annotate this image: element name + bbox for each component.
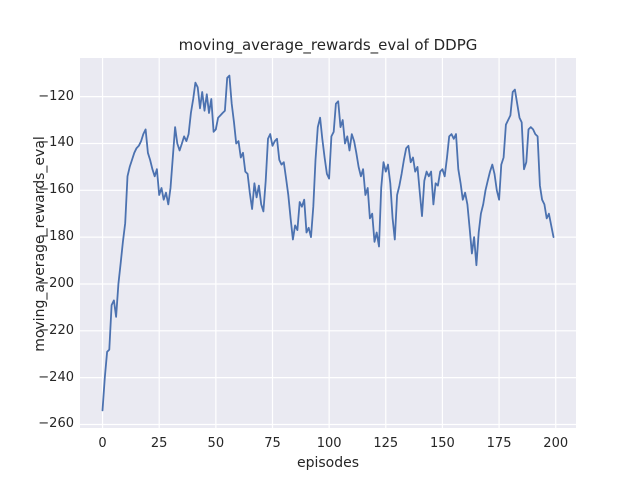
x-tick-label: 25 (150, 436, 168, 451)
chart-svg (80, 58, 576, 428)
x-tick-label: 200 (543, 436, 569, 451)
plot-area (80, 58, 576, 428)
x-axis-label: episodes (296, 455, 360, 471)
chart-title: moving_average_rewards_eval of DDPG (178, 36, 478, 54)
x-tick-label: 100 (316, 436, 342, 451)
x-tick-label: 50 (207, 436, 225, 451)
y-tick-label: −240 (38, 369, 74, 385)
x-tick-label: 75 (264, 436, 281, 451)
y-tick-label: −160 (38, 182, 74, 198)
y-tick-label: −260 (38, 416, 74, 432)
x-tick-label: 0 (98, 436, 107, 451)
x-tick-label: 150 (430, 436, 455, 451)
reward-line (101, 74, 555, 412)
y-tick-label: −180 (38, 229, 74, 245)
y-tick-label: −120 (38, 88, 74, 104)
x-tick-label: 175 (486, 436, 512, 451)
x-tick-label: 125 (373, 436, 399, 451)
y-tick-label: −220 (38, 322, 74, 338)
y-tick-label: −140 (38, 135, 74, 151)
y-tick-label: −200 (38, 275, 74, 291)
